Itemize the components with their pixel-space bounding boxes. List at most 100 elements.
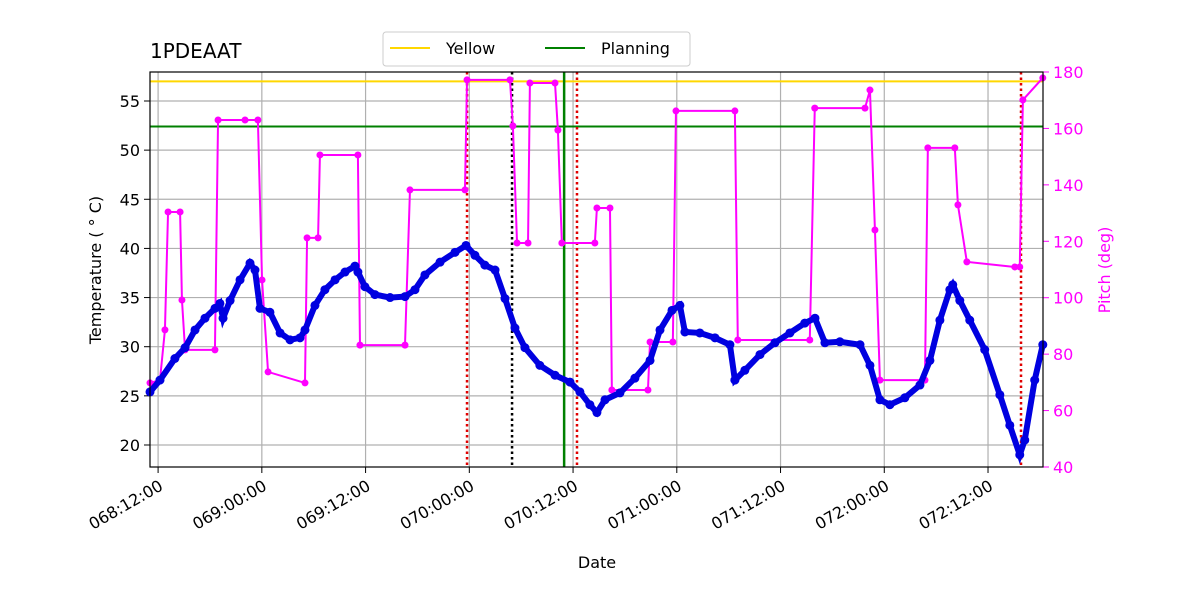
y2-tick-label: 80 (1053, 345, 1073, 364)
data-point (800, 318, 810, 328)
data-point (600, 395, 610, 405)
data-point (435, 257, 445, 267)
data-point (710, 333, 720, 343)
data-point (1019, 96, 1027, 104)
data-point (265, 307, 275, 317)
data-point (535, 360, 545, 370)
data-point (925, 355, 935, 365)
data-point (264, 368, 272, 376)
data-point (734, 336, 742, 344)
data-point (725, 340, 735, 350)
data-point (667, 305, 677, 315)
data-point (591, 239, 599, 247)
data-point (835, 337, 845, 347)
data-point (190, 325, 200, 335)
data-point (551, 79, 559, 87)
data-point (303, 234, 311, 242)
data-point (669, 338, 677, 346)
data-point (980, 345, 990, 355)
data-point (218, 313, 228, 323)
x-tick-label: 069:00:00 (189, 476, 270, 533)
series-line (147, 241, 1046, 465)
data-point (241, 116, 249, 124)
data-point (935, 315, 945, 325)
chart-title: 1PDEAAT (150, 39, 242, 63)
data-point (506, 76, 514, 84)
data-point (1020, 435, 1030, 445)
data-point (316, 151, 324, 159)
data-point (385, 293, 395, 303)
data-point (420, 270, 430, 280)
data-point (955, 296, 965, 306)
data-point (300, 325, 310, 335)
data-point (356, 341, 364, 349)
data-point (680, 327, 690, 337)
y-tick-label: 35 (120, 289, 140, 308)
data-point (924, 144, 932, 152)
data-point (615, 388, 625, 398)
data-point (644, 386, 652, 394)
data-point (1015, 450, 1025, 460)
y-tick-label: 20 (120, 436, 140, 455)
data-point (861, 104, 869, 112)
y-tick-label: 55 (120, 92, 140, 111)
data-point (314, 234, 322, 242)
data-point (235, 275, 245, 285)
data-point (593, 204, 601, 212)
data-point (275, 328, 285, 338)
data-point (410, 285, 420, 295)
data-point (509, 122, 517, 130)
x-tick-label: 069:12:00 (293, 476, 374, 533)
data-point (1030, 375, 1040, 385)
data-point (200, 313, 210, 323)
y2-tick-label: 40 (1053, 458, 1073, 477)
data-point (340, 267, 350, 277)
data-point (480, 260, 490, 270)
y2-axis-label: Pitch (deg) (1095, 227, 1114, 314)
data-point (630, 373, 640, 383)
data-point (178, 296, 186, 304)
data-point (500, 294, 510, 304)
y2-tick-label: 120 (1053, 232, 1084, 251)
x-tick-label: 070:12:00 (500, 476, 581, 533)
data-point (785, 328, 795, 338)
data-point (245, 258, 255, 268)
data-point (963, 258, 971, 266)
data-point (876, 376, 884, 384)
data-point (575, 387, 585, 397)
data-point (513, 239, 521, 247)
data-point (695, 328, 705, 338)
data-point (900, 393, 910, 403)
x-tick-label: 071:12:00 (708, 476, 789, 533)
data-point (330, 275, 340, 285)
legend: Yellow Planning (382, 31, 691, 67)
data-point (550, 370, 560, 380)
data-point (255, 303, 265, 313)
x-tick-label: 071:00:00 (604, 476, 685, 533)
legend-label: Yellow (445, 39, 495, 58)
data-point (730, 375, 740, 385)
x-tick-label: 072:12:00 (915, 476, 996, 533)
data-point (510, 323, 520, 333)
y2-tick-label: 180 (1053, 63, 1084, 82)
data-point (810, 313, 820, 323)
data-point (225, 296, 235, 306)
data-point (646, 338, 654, 346)
data-point (608, 386, 616, 394)
data-point (1005, 420, 1015, 430)
data-point (400, 292, 410, 302)
data-point (450, 247, 460, 257)
data-point (948, 280, 958, 290)
legend-box (382, 31, 691, 67)
data-point (215, 298, 225, 308)
data-point (155, 375, 165, 385)
data-point (606, 204, 614, 212)
data-point (401, 341, 409, 349)
x-tick-label: 068:12:00 (86, 476, 167, 533)
data-point (675, 300, 685, 310)
data-point (915, 380, 925, 390)
data-point (558, 239, 566, 247)
x-tick-label: 072:00:00 (812, 476, 893, 533)
data-point (170, 353, 180, 363)
